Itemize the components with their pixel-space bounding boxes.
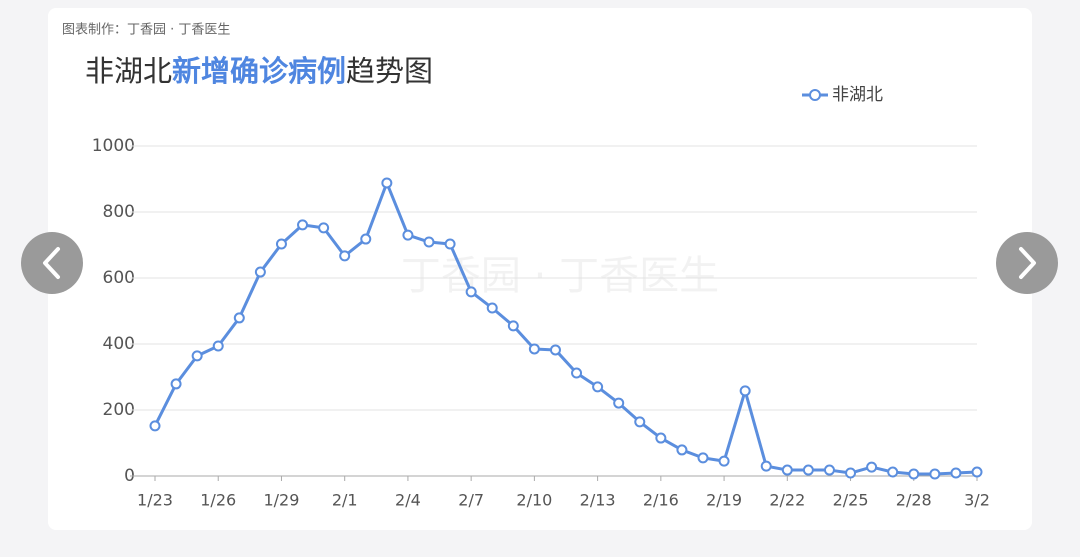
data-point	[149, 420, 161, 432]
data-point	[170, 378, 182, 390]
next-button-bg[interactable]	[996, 232, 1058, 294]
data-point	[655, 432, 667, 444]
x-tick-label: 2/25	[833, 491, 869, 510]
data-point	[613, 397, 625, 409]
data-point	[592, 381, 604, 393]
y-tick-label: 200	[103, 400, 135, 420]
x-tick-label: 2/19	[706, 491, 742, 510]
prev-icon[interactable]	[43, 247, 60, 279]
title-part: 非湖北	[85, 54, 172, 88]
data-point	[971, 466, 983, 478]
data-point	[528, 343, 540, 355]
title-part: 趋势图	[346, 54, 433, 88]
x-tick-label: 2/10	[516, 491, 552, 510]
data-point	[507, 320, 519, 332]
data-point	[423, 236, 435, 248]
data-point	[549, 344, 561, 356]
data-point	[254, 266, 266, 278]
data-point	[465, 286, 477, 298]
data-point	[739, 385, 751, 397]
chart-title: 非湖北新增确诊病例趋势图	[85, 54, 433, 88]
data-point	[318, 222, 330, 234]
x-tick-label: 2/4	[395, 491, 421, 510]
data-point	[929, 468, 941, 480]
data-point	[571, 367, 583, 379]
legend-marker	[809, 89, 821, 101]
data-point	[402, 229, 414, 241]
x-tick-label: 1/26	[200, 491, 236, 510]
y-tick-label: 600	[103, 268, 135, 288]
source-note: 图表制作：丁香园 · 丁香医生	[62, 23, 230, 38]
watermark: 丁香园 · 丁香医生	[401, 253, 719, 299]
data-point	[212, 340, 224, 352]
y-tick-label: 0	[124, 466, 135, 486]
data-point	[760, 460, 772, 472]
x-tick-label: 1/29	[263, 491, 299, 510]
x-tick-label: 2/7	[458, 491, 484, 510]
prev-button-bg[interactable]	[21, 232, 83, 294]
prev-button[interactable]	[21, 232, 83, 294]
y-tick-label: 800	[103, 202, 135, 222]
next-icon[interactable]	[1019, 247, 1036, 279]
series-line	[153, 181, 978, 476]
data-point	[297, 219, 309, 231]
data-point	[233, 312, 245, 324]
data-point	[634, 416, 646, 428]
x-tick-label: 2/22	[769, 491, 805, 510]
y-tick-label: 400	[103, 334, 135, 354]
next-button[interactable]	[996, 232, 1058, 294]
x-tick-label: 2/1	[332, 491, 358, 510]
data-point	[676, 444, 688, 456]
x-tick-label: 2/28	[896, 491, 932, 510]
data-point	[908, 468, 920, 480]
data-point	[444, 238, 456, 250]
data-point	[718, 455, 730, 467]
data-point	[360, 233, 372, 245]
data-point	[887, 466, 899, 478]
x-tick-label: 2/13	[580, 491, 616, 510]
data-point	[866, 461, 878, 473]
title-highlight: 新增确诊病例	[172, 54, 346, 88]
data-point	[845, 467, 857, 479]
data-point	[781, 464, 793, 476]
data-point	[339, 250, 351, 262]
legend-label: 非湖北	[832, 85, 883, 105]
data-point	[191, 350, 203, 362]
data-point	[697, 452, 709, 464]
data-point	[381, 177, 393, 189]
data-point	[950, 467, 962, 479]
data-point	[802, 464, 814, 476]
x-tick-label: 3/2	[964, 491, 990, 510]
data-point	[486, 302, 498, 314]
chart-card	[48, 8, 1032, 530]
y-tick-label: 1000	[92, 136, 135, 156]
data-point	[275, 238, 287, 250]
data-point	[823, 464, 835, 476]
x-tick-label: 1/23	[137, 491, 173, 510]
x-tick-label: 2/16	[643, 491, 679, 510]
